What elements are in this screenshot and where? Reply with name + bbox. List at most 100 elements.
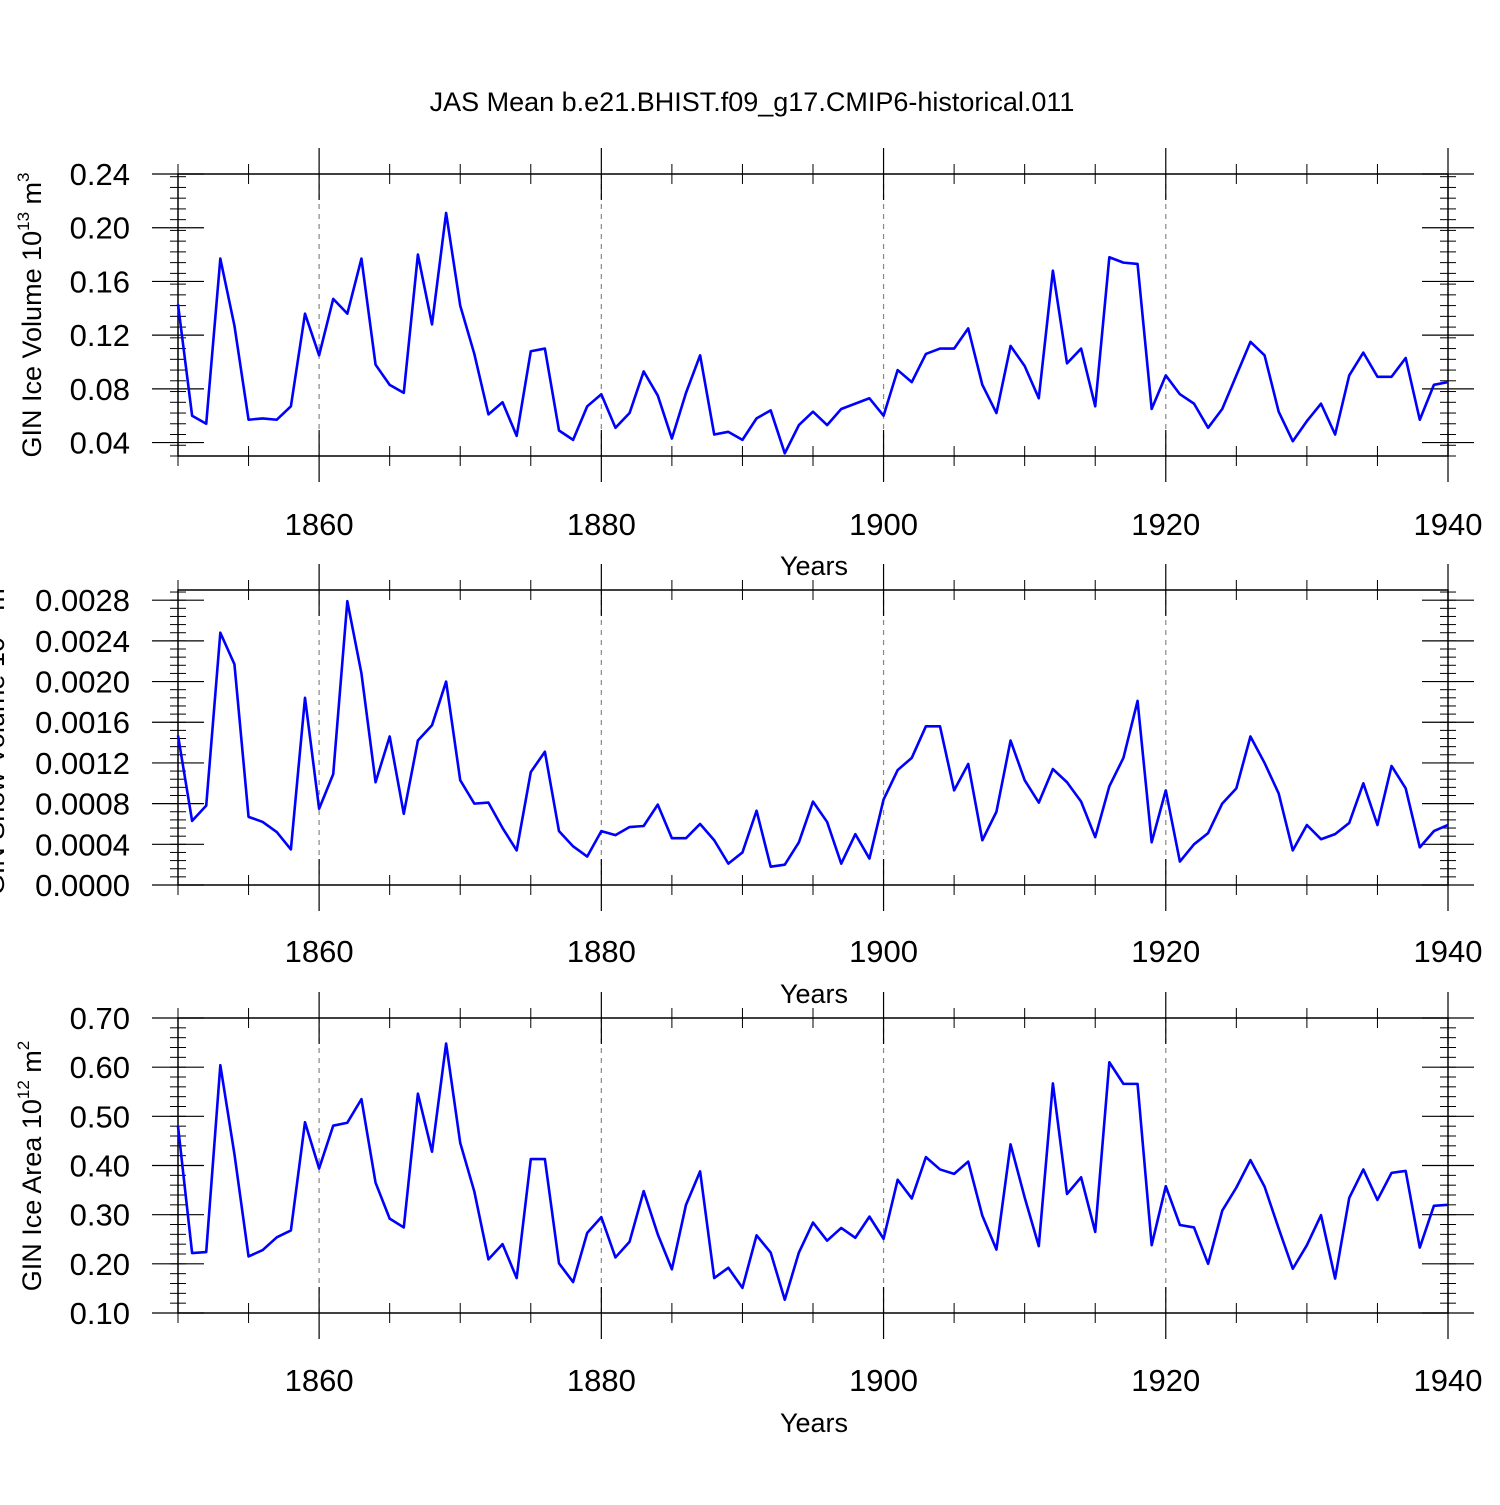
data-point [1052,1082,1055,1085]
data-point [275,831,278,834]
data-point [515,1277,518,1280]
data-point [925,353,928,356]
data-point [1037,397,1040,400]
data-point [1235,374,1238,377]
y-tick-label: 0.04 [70,426,130,461]
data-point [1362,351,1365,354]
data-point [925,725,928,728]
data-point [1094,405,1097,408]
data-point [544,750,547,753]
x-tick-label: 1880 [567,507,636,542]
data-point [798,841,801,844]
data-point [699,1170,702,1173]
data-point [1009,1143,1012,1146]
series-line [176,599,1449,868]
data-point [417,739,420,742]
data-point [727,1266,730,1269]
x-tick-label: 1880 [567,1363,636,1398]
data-point [854,402,857,405]
data-point [1320,402,1323,405]
data-point [840,408,843,411]
data-point [642,370,645,373]
data-point [910,1197,913,1200]
data-point [431,724,434,727]
data-point [656,803,659,806]
data-point [826,1239,829,1242]
data-point [1221,1209,1224,1212]
data-point [191,414,194,417]
data-point [1263,1185,1266,1188]
y-tick-label: 0.30 [70,1198,130,1233]
data-point [685,1204,688,1207]
panel-2: 0.0000 0.0004 0.0008 0.0012 0.0016 0.0020 0.00… [0,564,1482,1009]
data-point [586,1232,589,1235]
data-point [1207,1263,1210,1266]
data-point [529,771,532,774]
data-point [191,1252,194,1255]
data-point [910,757,913,760]
data-point [713,839,716,842]
data-point [445,1042,448,1045]
data-point [1390,1172,1393,1175]
data-point [219,257,222,260]
data-point [882,798,885,801]
x-tick-label: 1900 [849,934,918,969]
x-tick-label: 1880 [567,934,636,969]
data-point [1376,824,1379,827]
data-point [219,631,222,634]
data-point [1066,362,1069,365]
data-point [671,437,674,440]
data-point [1080,347,1083,350]
data-point [741,439,744,442]
data-point [388,384,391,387]
x-axis-label: Years [780,1408,848,1438]
data-point [812,410,815,413]
data-point [558,830,561,833]
data-point [261,821,264,824]
data-point [1122,757,1125,760]
data-point [868,1215,871,1218]
data-point [741,1287,744,1290]
data-point [755,809,758,812]
x-tick-label: 1920 [1131,1363,1200,1398]
data-point [1136,263,1139,266]
data-point [882,414,885,417]
data-point [1207,427,1210,430]
data-point [939,725,942,728]
data-point [1179,393,1182,396]
data-point [1376,1199,1379,1202]
panel-3: 0.10 0.20 0.30 0.40 0.50 0.60 0.70 1860 1880 1900… [14,992,1482,1438]
x-tick-label: 1860 [285,1363,354,1398]
data-point [1433,830,1436,833]
data-point [332,1124,335,1127]
data-point [812,800,815,803]
data-point [642,1190,645,1193]
data-point [515,849,518,852]
data-point [1193,1226,1196,1229]
data-point [558,1262,561,1265]
data-point [1108,256,1111,259]
data-point [1263,354,1266,357]
data-point [558,429,561,432]
data-point [360,672,363,675]
data-point [1009,739,1012,742]
data-point [572,1281,575,1284]
data-point [755,417,758,420]
data-point [261,417,264,420]
data-point [1249,341,1252,344]
data-point [515,435,518,438]
data-point [699,823,702,826]
data-point [459,779,462,782]
data-point [812,1221,815,1224]
data-point [586,405,589,408]
data-point [769,1251,772,1254]
y-axis-label: GIN Snow Volume 1013 m3 [0,579,10,896]
data-point [967,327,970,330]
y-tick-label: 0.0020 [35,665,130,700]
data-point [177,734,180,737]
data-point [981,1214,984,1217]
data-point [783,1298,786,1301]
data-point [1150,841,1153,844]
data-point [374,363,377,366]
data-point [459,304,462,307]
